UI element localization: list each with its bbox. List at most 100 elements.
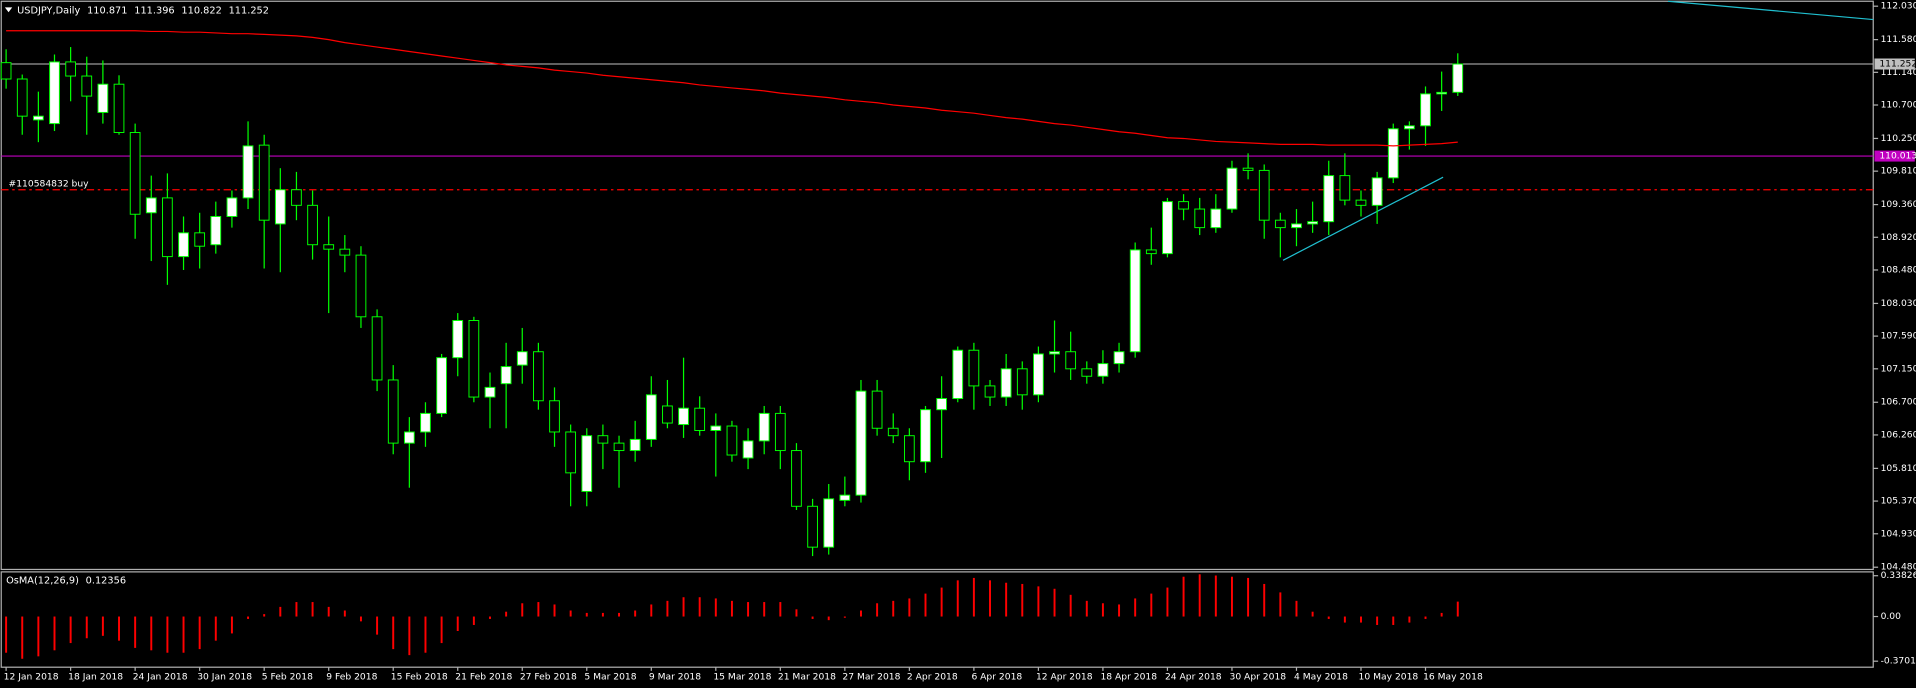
candle-body — [81, 75, 93, 97]
candle-body — [162, 197, 173, 258]
x-tick-label: 15 Mar 2018 — [713, 671, 771, 682]
candle-body — [662, 405, 673, 424]
candle-body — [597, 435, 609, 444]
candle-body — [855, 390, 867, 496]
y-tick-label: 110.250 — [1881, 133, 1916, 144]
osma-value: 0.12356 — [86, 575, 126, 586]
current-price-label: 111.252 — [1879, 58, 1916, 69]
candle-body — [1033, 353, 1044, 396]
y-tick-label: 109.360 — [1881, 199, 1916, 210]
open-value: 110.871 — [87, 5, 127, 16]
candle-body — [194, 232, 206, 247]
level-label: 110.013 — [1879, 151, 1916, 162]
candle-body — [1323, 175, 1335, 223]
candle-body — [613, 442, 625, 452]
x-tick-label: 10 May 2018 — [1359, 671, 1419, 682]
low-value: 110.822 — [181, 5, 221, 16]
chart-header: USDJPY,Daily 110.871 111.396 110.822 111… — [17, 5, 269, 16]
candle-body — [113, 83, 125, 133]
x-tick-label: 27 Mar 2018 — [842, 671, 900, 682]
candle-body — [16, 78, 28, 117]
symbol-title: USDJPY,Daily — [17, 5, 80, 16]
candle-body — [1194, 208, 1206, 229]
x-tick-label: 27 Feb 2018 — [520, 671, 577, 682]
candle-body — [549, 400, 560, 433]
y-tick-label: 106.260 — [1881, 429, 1916, 440]
candle-body — [758, 412, 770, 442]
y-tick-label: 112.030 — [1881, 1, 1916, 12]
candle-body — [678, 407, 689, 426]
candle-body — [97, 83, 109, 113]
candle-body — [1307, 221, 1318, 225]
candle-body — [1178, 201, 1189, 210]
x-tick-label: 16 May 2018 — [1423, 671, 1483, 682]
y-tick-label: 111.580 — [1881, 34, 1916, 45]
osma-header: OsMA(12,26,9) 0.12356 — [6, 575, 126, 586]
candle-body — [516, 351, 528, 366]
candle-body — [226, 197, 238, 217]
candle-body — [742, 440, 754, 459]
candle-body — [1065, 351, 1077, 370]
high-value: 111.396 — [134, 5, 174, 16]
x-tick-label: 21 Feb 2018 — [455, 671, 512, 682]
candle-body — [984, 385, 996, 398]
candle-body — [484, 386, 496, 398]
y-tick-label: 108.920 — [1881, 232, 1916, 243]
candle-body — [1049, 351, 1060, 355]
candle-body — [1242, 167, 1254, 171]
x-tick-label: 24 Apr 2018 — [1165, 671, 1222, 682]
candle-body — [1129, 249, 1141, 353]
candle-body — [387, 379, 399, 444]
y-tick-label: 105.810 — [1881, 463, 1916, 474]
candle-body — [323, 244, 335, 250]
candle-body — [871, 390, 883, 429]
x-tick-label: 24 Jan 2018 — [133, 671, 188, 682]
candle-body — [291, 189, 302, 206]
y-tick-label: 111.140 — [1881, 67, 1916, 78]
y-tick-label: 105.370 — [1881, 496, 1916, 507]
x-tick-label: 5 Feb 2018 — [262, 671, 313, 682]
candle-body — [1113, 351, 1125, 365]
y-tick-label: -0.37015 — [1881, 656, 1916, 667]
candle-body — [1371, 177, 1383, 206]
y-tick-label: 110.700 — [1881, 100, 1916, 111]
candle-body — [1355, 199, 1367, 206]
x-tick-label: 21 Mar 2018 — [778, 671, 836, 682]
candle-body — [1210, 208, 1222, 229]
osma-pane-frame — [0, 571, 1874, 668]
candle-body — [65, 61, 77, 77]
candle-body — [403, 431, 415, 444]
x-tick-label: 18 Jan 2018 — [68, 671, 123, 682]
candle-body — [887, 427, 899, 437]
candle-body — [936, 398, 948, 411]
candle-body — [129, 132, 141, 215]
candle-body — [307, 204, 318, 246]
y-tick-label: 107.150 — [1881, 363, 1916, 374]
candle-body — [1226, 167, 1238, 210]
candle-body — [1162, 201, 1173, 255]
candle-body — [436, 357, 447, 414]
trend-line — [1282, 176, 1444, 261]
x-tick-label: 12 Jan 2018 — [4, 671, 59, 682]
candle-body — [1436, 91, 1448, 95]
menu-arrow[interactable] — [4, 7, 13, 13]
y-tick-label: 106.700 — [1881, 397, 1916, 408]
candle-body — [1000, 368, 1012, 398]
candle-body — [710, 425, 722, 431]
y-tick-label: 0.33826 — [1881, 570, 1916, 581]
y-tick-label: 104.480 — [1881, 562, 1916, 573]
candle-body — [371, 316, 383, 381]
trend-line — [1667, 0, 1874, 21]
osma-title: OsMA(12,26,9) — [6, 575, 79, 586]
candle-body — [32, 115, 44, 121]
candle-body — [565, 431, 577, 474]
candle-body — [274, 189, 286, 225]
candle-body — [774, 412, 786, 452]
candle-body — [145, 197, 157, 214]
candle-body — [1274, 219, 1286, 229]
candle-body — [49, 61, 60, 125]
candle-body — [339, 248, 351, 256]
x-tick-label: 18 Apr 2018 — [1100, 671, 1157, 682]
